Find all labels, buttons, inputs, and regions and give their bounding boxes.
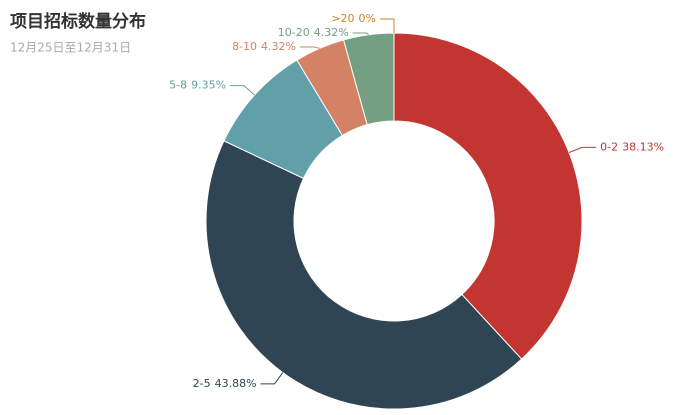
pie-slice [342, 32, 395, 126]
data-label: 2-5 43.88% [193, 377, 257, 390]
label-category: 5-8 [169, 79, 187, 92]
label-line [352, 32, 369, 36]
data-label: 8-10 4.32% [232, 40, 296, 53]
data-label: >20 0% [331, 12, 376, 25]
chart-subtitle: 12月25日至12月31日 [10, 41, 131, 55]
label-line [380, 18, 395, 33]
label-category: 2-5 [193, 377, 211, 390]
label-line [260, 372, 284, 385]
label-value: 0% [359, 12, 376, 25]
pie-slice [205, 140, 523, 410]
label-value: 9.35% [191, 79, 226, 92]
label-category: 10-20 [278, 26, 310, 39]
label-category: 8-10 [232, 40, 257, 53]
label-line [300, 46, 320, 49]
chart-title: 项目招标数量分布 [10, 11, 146, 32]
label-value: 43.88% [215, 377, 257, 390]
label-line [568, 146, 597, 153]
data-label: 0-2 38.13% [600, 140, 664, 153]
label-line [230, 85, 255, 96]
data-label: 5-8 9.35% [169, 79, 226, 92]
label-category: >20 [331, 12, 354, 25]
label-category: 0-2 [600, 140, 618, 153]
label-value: 4.32% [261, 40, 296, 53]
label-value: 4.32% [314, 26, 349, 39]
pie-slice [393, 32, 583, 360]
data-label: 10-20 4.32% [278, 26, 349, 39]
label-value: 38.13% [622, 140, 664, 153]
